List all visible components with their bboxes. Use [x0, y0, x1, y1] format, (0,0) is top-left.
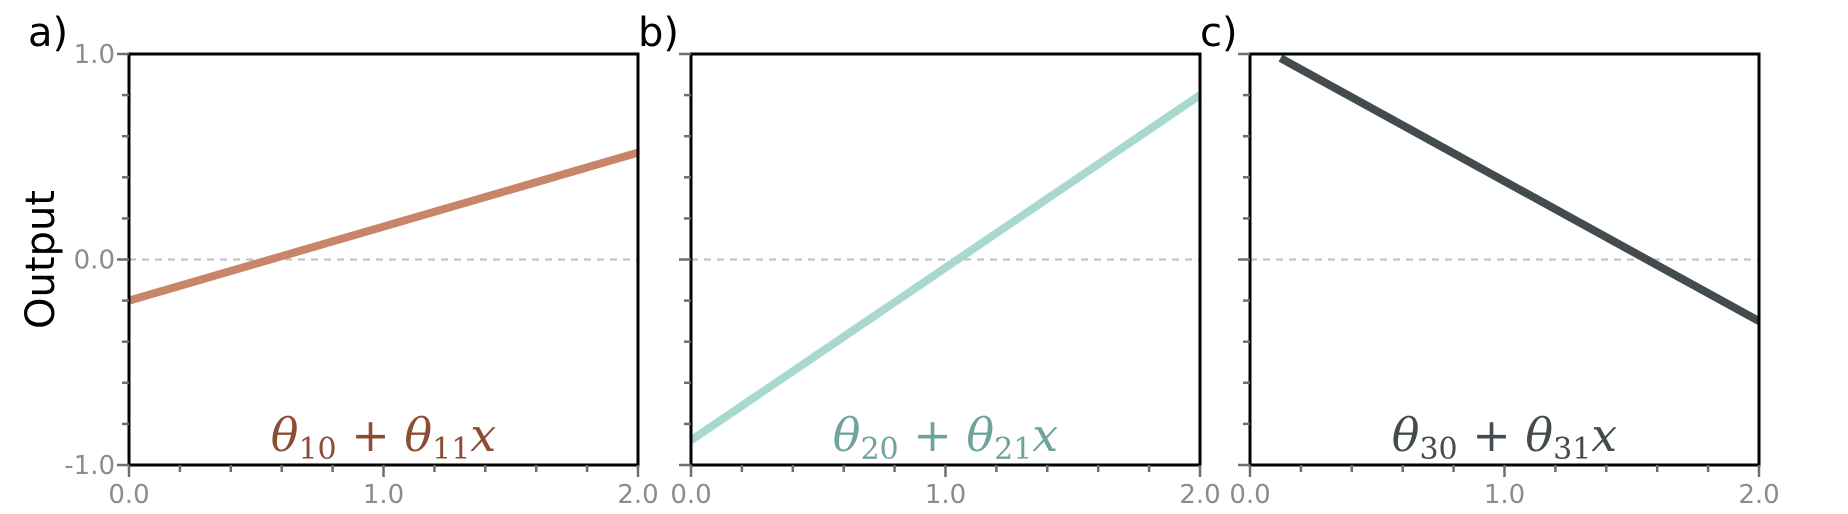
x-tick-label: 0.0	[670, 480, 711, 510]
x-tick-label: 2.0	[1179, 480, 1220, 510]
series-label: θ10 + θ11x	[271, 408, 497, 467]
series-line-1	[688, 91, 1203, 444]
x-tick-label: 1.0	[1484, 480, 1525, 510]
panel-label: b)	[638, 10, 679, 56]
panel-label: a)	[28, 10, 68, 56]
series-line-1	[1278, 54, 1761, 325]
x-tick-label: 2.0	[1738, 480, 1779, 510]
x-tick-label: 1.0	[925, 480, 966, 510]
y-tick-label: 0.0	[74, 246, 115, 276]
y-tick-label: 1.0	[74, 40, 115, 70]
x-tick-label: 2.0	[617, 480, 658, 510]
panel-label: c)	[1200, 10, 1238, 56]
x-tick-label: 0.0	[108, 480, 149, 510]
x-tick-label: 1.0	[363, 480, 404, 510]
y-axis-label: Output	[18, 190, 64, 329]
series-label: θ30 + θ31x	[1392, 408, 1618, 467]
series-line-1	[127, 148, 640, 305]
panel-2: 0.0 1.0 2.0 b) θ20 + θ21x	[638, 10, 1221, 510]
y-tick-label: -1.0	[64, 451, 115, 481]
series-label: θ20 + θ21x	[833, 408, 1059, 467]
panel-3: 0.0 1.0 2.0 c) θ30 + θ31x	[1200, 10, 1780, 510]
x-tick-label: 0.0	[1229, 480, 1270, 510]
